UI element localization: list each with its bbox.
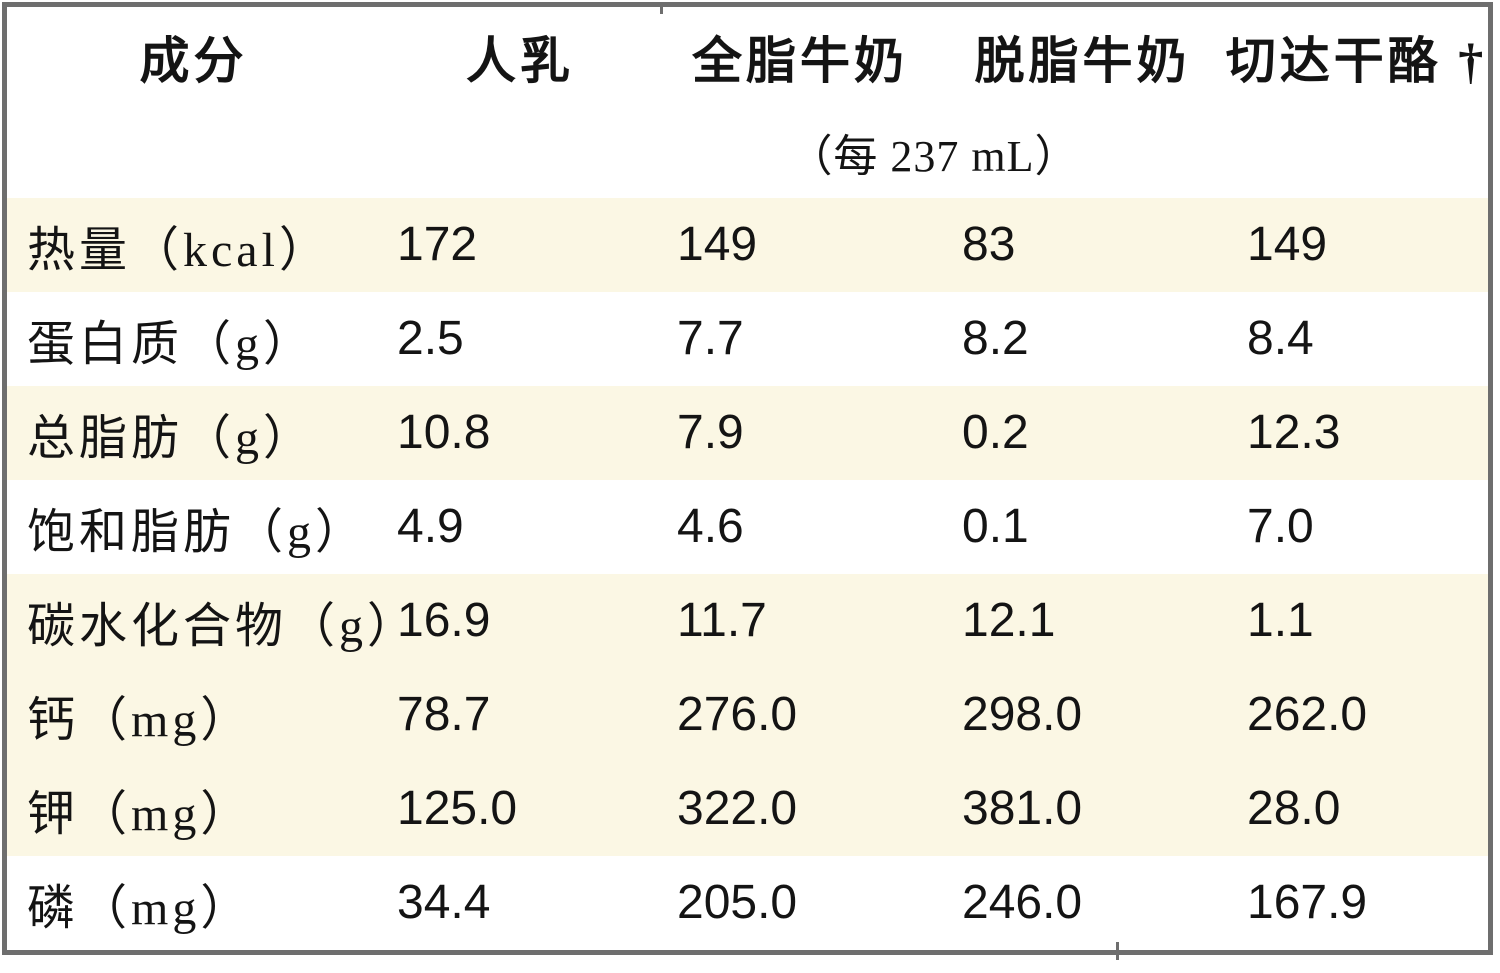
cell-value: 298.0 [962, 688, 1083, 742]
column-header-whole-milk: 全脂牛奶 [692, 32, 908, 89]
table-row-potassium: 钾（mg） 125.0 322.0 381.0 28.0 [7, 761, 1488, 856]
cell-value: 78.7 [397, 688, 491, 742]
cell-value: 167.9 [1247, 876, 1368, 930]
table-row-saturated-fat: 饱和脂肪（g） 4.9 4.6 0.1 7.0 [7, 479, 1488, 574]
cell-value: 10.8 [397, 406, 491, 460]
cell-value: 205.0 [677, 876, 798, 930]
table-header-row: 成分 人乳 全脂牛奶 脱脂牛奶 切达干酪 † [7, 7, 1488, 106]
cell-value: 34.4 [397, 876, 491, 930]
cell-value: 262.0 [1247, 688, 1368, 742]
row-label: 钾（mg） [27, 787, 253, 841]
per-serving-note: （每 237 mL） [788, 132, 1080, 182]
cell-value: 1.1 [1247, 594, 1314, 648]
cell-value: 4.6 [677, 500, 744, 554]
cell-value: 12.3 [1247, 406, 1341, 460]
cell-value: 172 [397, 218, 478, 272]
cell-value: 7.0 [1247, 500, 1314, 554]
table-row-calories: 热量（kcal） 172 149 83 149 [7, 197, 1488, 292]
cell-value: 83 [962, 218, 1016, 272]
cell-value: 246.0 [962, 876, 1083, 930]
column-header-cheddar-cheese: 切达干酪 † [1225, 32, 1488, 89]
row-label: 蛋白质（g） [27, 317, 316, 371]
cell-value: 0.2 [962, 406, 1029, 460]
cell-value: 8.2 [962, 312, 1029, 366]
cell-value: 381.0 [962, 782, 1083, 836]
cell-value: 28.0 [1247, 782, 1341, 836]
table-subheader-row: （每 237 mL） [7, 106, 1488, 198]
table-row-calcium: 钙（mg） 78.7 276.0 298.0 262.0 [7, 667, 1488, 762]
cell-value: 16.9 [397, 594, 491, 648]
cell-value: 7.9 [677, 406, 744, 460]
cell-value: 322.0 [677, 782, 798, 836]
table-row-carbohydrate: 碳水化合物（g） 16.9 11.7 12.1 1.1 [7, 573, 1488, 668]
column-header-skim-milk: 脱脂牛奶 [974, 32, 1191, 89]
row-label: 总脂肪（g） [27, 411, 316, 465]
table-border-artifact-top [660, 7, 663, 14]
cell-value: 8.4 [1247, 312, 1314, 366]
row-label: 磷（mg） [27, 881, 253, 935]
row-label: 碳水化合物（g） [27, 599, 420, 653]
row-label: 饱和脂肪（g） [27, 505, 368, 559]
cell-value: 149 [677, 218, 758, 272]
cell-value: 12.1 [962, 594, 1056, 648]
cell-value: 2.5 [397, 312, 464, 366]
column-header-component: 成分 [139, 32, 248, 89]
column-header-human-milk: 人乳 [466, 32, 574, 89]
cell-value: 7.7 [677, 312, 744, 366]
cell-value: 149 [1247, 218, 1328, 272]
table-row-phosphorus: 磷（mg） 34.4 205.0 246.0 167.9 [7, 855, 1488, 950]
cell-value: 276.0 [677, 688, 798, 742]
cell-value: 4.9 [397, 500, 464, 554]
cell-value: 125.0 [397, 782, 518, 836]
table-row-total-fat: 总脂肪（g） 10.8 7.9 0.2 12.3 [7, 385, 1488, 480]
row-label: 热量（kcal） [27, 223, 331, 277]
cell-value: 0.1 [962, 500, 1029, 554]
table-row-protein: 蛋白质（g） 2.5 7.7 8.2 8.4 [7, 291, 1488, 386]
table-border-artifact-bottom [1116, 942, 1119, 960]
table-frame: 成分 人乳 全脂牛奶 脱脂牛奶 切达干酪 † （每 237 mL） 热量（kca… [2, 2, 1493, 955]
row-label: 钙（mg） [27, 693, 253, 747]
cell-value: 11.7 [677, 594, 767, 648]
